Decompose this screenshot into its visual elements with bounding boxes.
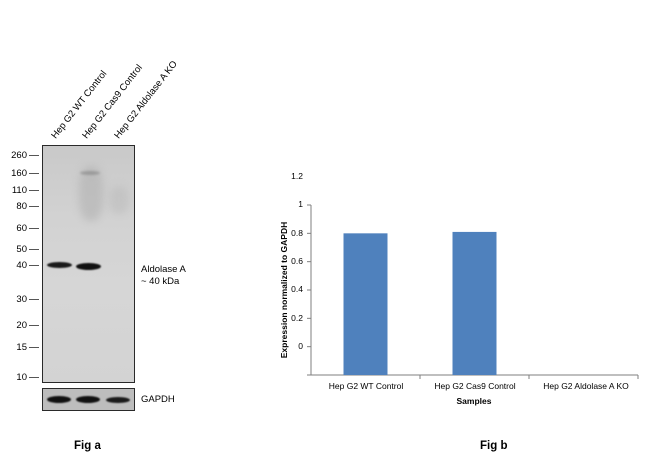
bar-1: [343, 233, 388, 375]
band-high-mw: [80, 171, 100, 175]
x-category-label: Hep G2 WT Control: [328, 381, 404, 391]
y-tick-label: 1.2: [291, 171, 303, 181]
figure-a-caption: Fig a: [74, 440, 101, 452]
background-smear: [109, 186, 129, 214]
x-category-label: Hep G2 Aldolase A KO: [543, 381, 629, 391]
figure-b-caption: Fig b: [480, 440, 508, 452]
y-tick-label: 0.8: [291, 228, 303, 238]
mw-tick: [29, 206, 39, 207]
mw-label-260: 260: [11, 150, 27, 161]
target-name: Aldolase A: [141, 264, 186, 275]
target-size: ~ 40 kDa: [141, 276, 180, 287]
blot-image-aldolase: [42, 145, 135, 383]
mw-tick: [29, 155, 39, 156]
band-gapdh-lane-2: [76, 396, 100, 403]
y-tick-label: 0.4: [291, 284, 303, 294]
mw-tick: [29, 377, 39, 378]
mw-label-110: 110: [11, 185, 27, 196]
mw-tick: [29, 265, 39, 266]
mw-tick: [29, 325, 39, 326]
mw-tick: [29, 190, 39, 191]
mw-tick: [29, 299, 39, 300]
mw-label-50: 50: [16, 244, 27, 255]
y-tick-label: 0.2: [291, 313, 303, 323]
mw-label-30: 30: [16, 294, 27, 305]
mw-tick: [29, 228, 39, 229]
y-tick-label: 0: [298, 341, 303, 351]
mw-label-40: 40: [16, 260, 27, 271]
y-tick-label: 1: [298, 199, 303, 209]
target-label: Aldolase A ~ 40 kDa: [141, 264, 186, 288]
band-gapdh-lane-1: [47, 396, 71, 403]
loading-control-label: GAPDH: [141, 394, 175, 405]
mw-label-15: 15: [16, 342, 27, 353]
x-axis-title: Samples: [456, 396, 492, 406]
mw-tick: [29, 173, 39, 174]
background-smear: [79, 166, 103, 221]
mw-label-20: 20: [16, 320, 27, 331]
mw-label-10: 10: [16, 372, 27, 383]
mw-label-80: 80: [16, 201, 27, 212]
band-gapdh-lane-3: [106, 397, 130, 403]
mw-label-160: 160: [11, 168, 27, 179]
bar-2: [452, 231, 497, 375]
blot-image-gapdh: [42, 388, 135, 411]
mw-tick: [29, 249, 39, 250]
mw-label-60: 60: [16, 223, 27, 234]
mw-tick: [29, 347, 39, 348]
x-category-label: Hep G2 Cas9 Control: [434, 381, 516, 391]
band-aldolase-lane-1: [47, 262, 72, 268]
band-aldolase-lane-2: [76, 263, 101, 270]
y-tick-label: 0.6: [291, 256, 303, 266]
